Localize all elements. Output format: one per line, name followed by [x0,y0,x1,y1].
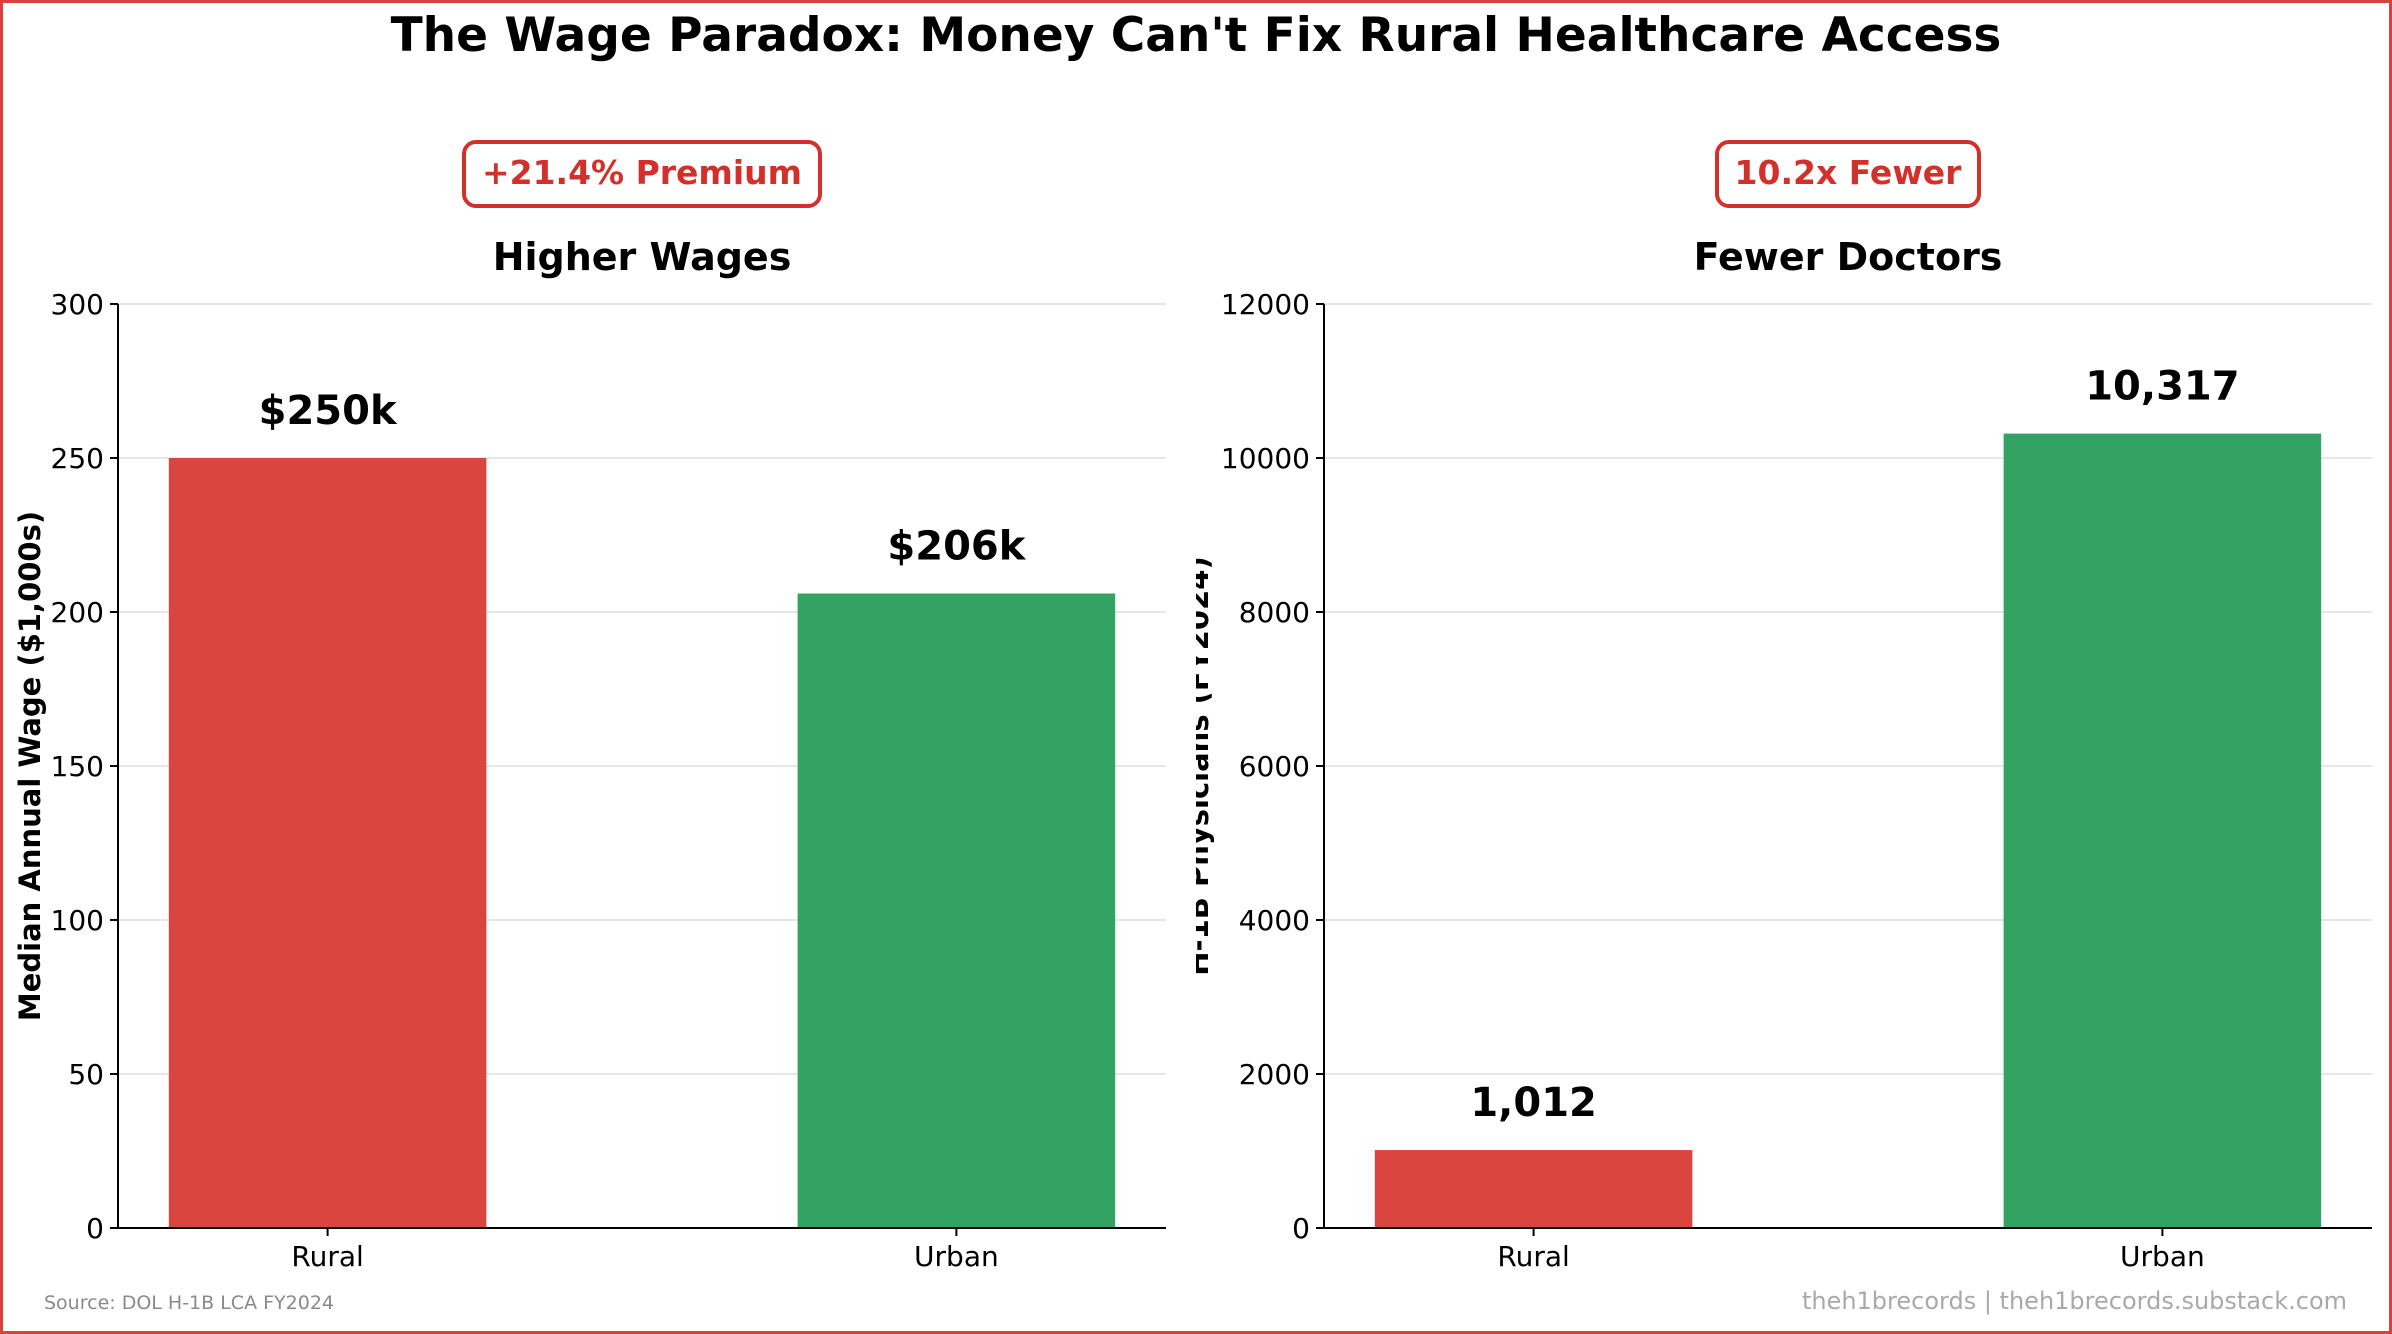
figure-title: The Wage Paradox: Money Can't Fix Rural … [390,8,2002,63]
badge-box [462,140,822,208]
y-tick-label: 0 [1292,1212,1310,1245]
y-tick-label: 150 [51,750,104,783]
subplot-title: Higher Wages [493,235,792,279]
x-tick-label: Urban [914,1240,999,1273]
y-tick-label: 12000 [1221,288,1310,321]
source-note: Source: DOL H-1B LCA FY2024 [44,1292,334,1314]
y-axis-label: Median Annual Wage ($1,000s) [13,511,47,1021]
badge-label: +21.4% Premium [482,153,802,192]
y-axis-label: H-1B Physicians (FY2024) [1196,556,1215,975]
bar-urban [2003,433,2322,1228]
y-tick-label: 300 [51,288,104,321]
data-label: 1,012 [1470,1080,1597,1126]
y-tick-label: 10000 [1221,442,1310,475]
y-tick-label: 4000 [1239,904,1310,937]
wages-chart: 0 50 100 150 200 250 300 $250k Rural $206k Urban Me… [13,140,1166,1273]
x-tick-label: Rural [1497,1240,1569,1273]
badge-label: 10.2x Fewer [1735,153,1963,192]
y-tick-label: 50 [68,1058,104,1091]
y-tick-label: 8000 [1239,596,1310,629]
subplot-title: Fewer Doctors [1694,235,2003,279]
bar-rural [1374,1150,1693,1228]
credit-note: theh1brecords | theh1brecords.substack.c… [1801,1287,2347,1315]
x-tick-label: Urban [2120,1240,2205,1273]
data-label: 10,317 [2085,364,2239,410]
data-label: $206k [887,524,1026,570]
data-label: $250k [259,388,398,434]
bar-rural [168,458,487,1228]
y-tick-label: 0 [86,1212,104,1245]
y-tick-label: 250 [51,442,104,475]
y-tick-label: 6000 [1239,750,1310,783]
badge-box [1715,140,1981,208]
doctors-chart: 0 2000 4000 6000 8000 10000 12000 1,012 Rural 10,… [1196,140,2372,1273]
bar-urban [797,593,1116,1228]
y-tick-label: 200 [51,596,104,629]
y-tick-label: 100 [51,904,104,937]
x-tick-label: Rural [291,1240,363,1273]
y-tick-label: 2000 [1239,1058,1310,1091]
